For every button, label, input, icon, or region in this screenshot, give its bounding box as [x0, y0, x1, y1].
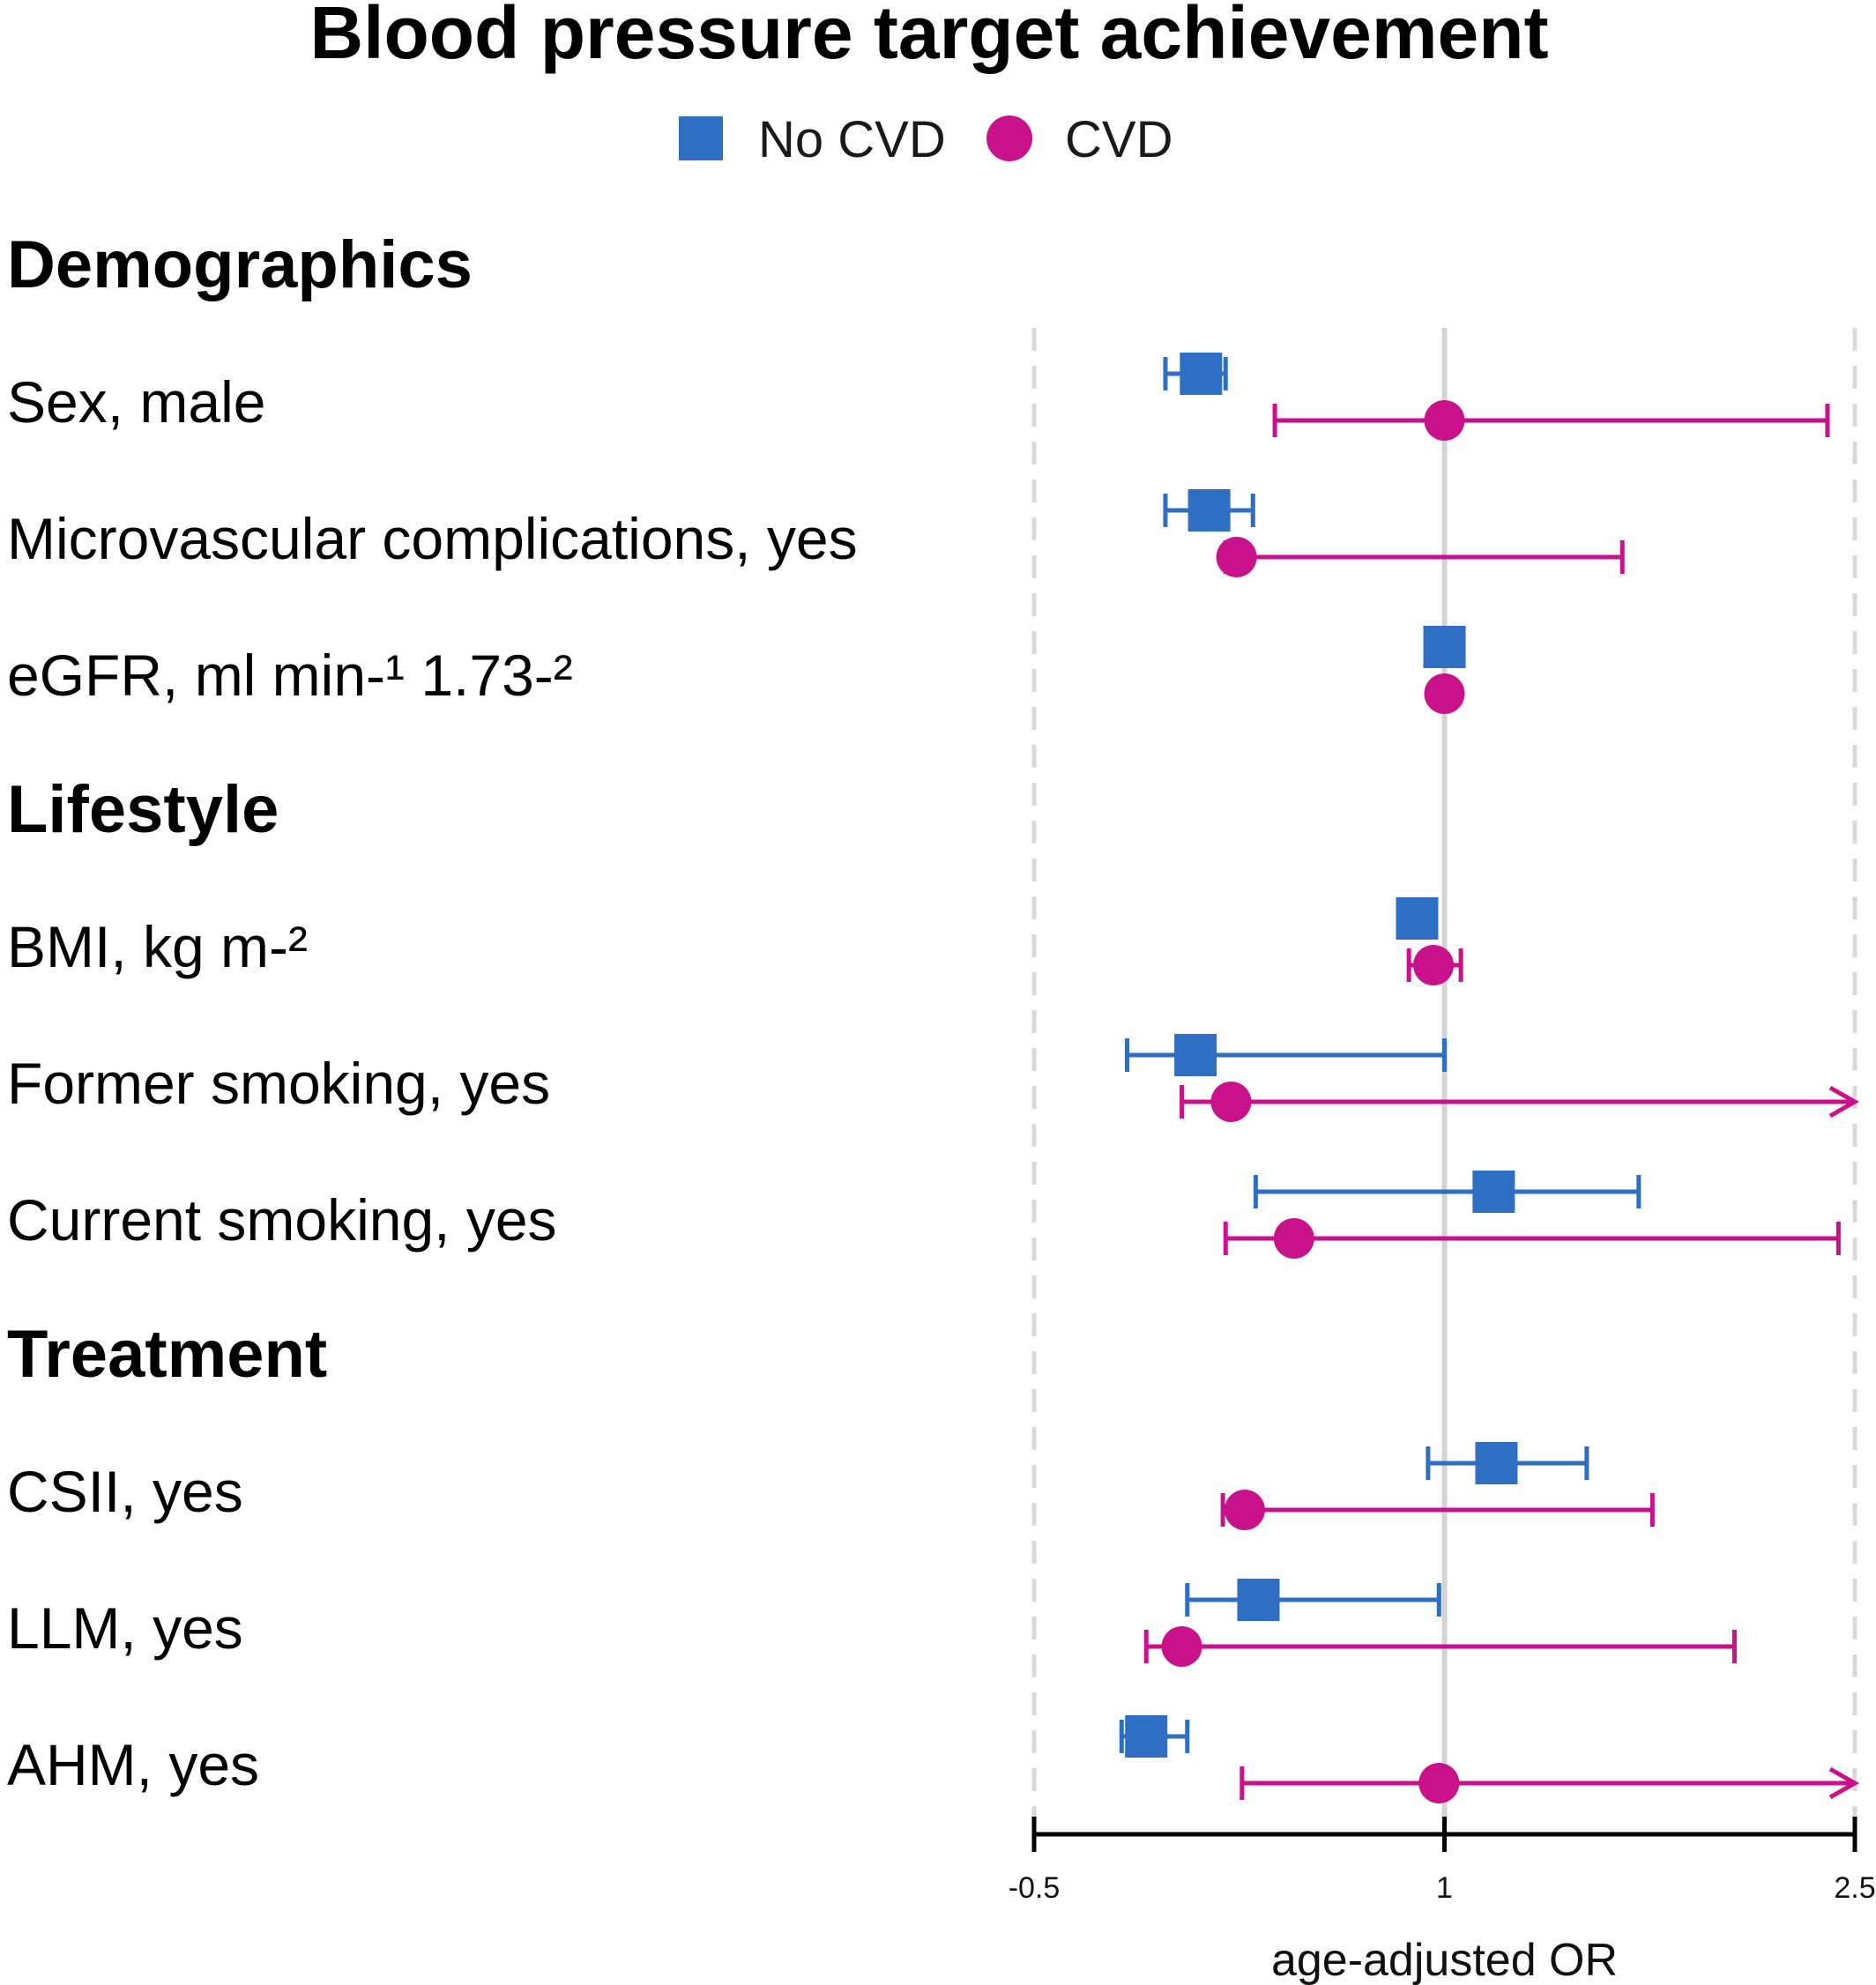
- row-1-1-cvd-ci-arrow: [1828, 1085, 1860, 1119]
- row-2-2-label: AHM, yes: [7, 1732, 259, 1797]
- row-1-0-cvd-marker: [1413, 945, 1455, 985]
- row-0-2-label: eGFR, ml min-¹ 1.73-²: [7, 643, 573, 708]
- legend-cvd-label: CVD: [1065, 111, 1172, 168]
- row-0-2-cvd-marker: [1424, 673, 1465, 714]
- row-0-1-cvd-marker: [1216, 537, 1257, 577]
- row-1-0-no-cvd-marker: [1396, 897, 1439, 940]
- row-0-1-label: Microvascular complications, yes: [7, 506, 858, 571]
- row-1-2-label: Current smoking, yes: [7, 1187, 557, 1253]
- row-0-1-no-cvd-marker: [1187, 489, 1231, 532]
- row-1-2-no-cvd-ci: [1253, 1175, 1642, 1208]
- legend: No CVD CVD: [679, 111, 1172, 168]
- row-2-2-cvd-ci-arrow: [1828, 1766, 1860, 1800]
- row-labels: Demographics Sex, male Microvascular compl…: [7, 227, 858, 1797]
- row-0-0-label: Sex, male: [7, 369, 265, 435]
- row-2-0-cvd-ci: [1220, 1493, 1655, 1527]
- legend-no-cvd-marker: [679, 116, 723, 160]
- row-2-1-cvd-marker: [1161, 1626, 1202, 1667]
- row-2-1-no-cvd-marker: [1237, 1579, 1280, 1621]
- row-2-0-no-cvd-marker: [1475, 1442, 1518, 1484]
- group-label-demographics: Demographics: [7, 227, 473, 302]
- group-label-lifestyle: Lifestyle: [7, 772, 279, 847]
- row-2-2-no-cvd-marker: [1125, 1715, 1168, 1758]
- row-2-0-cvd-marker: [1224, 1490, 1265, 1530]
- x-tick-label-1: 1: [1436, 1871, 1453, 1905]
- row-1-2-cvd-ci: [1223, 1222, 1841, 1255]
- legend-no-cvd-label: No CVD: [758, 111, 946, 168]
- x-tick-label-0: -0.5: [1009, 1871, 1061, 1905]
- row-1-1-cvd-marker: [1210, 1082, 1252, 1122]
- row-1-1-label: Former smoking, yes: [7, 1051, 550, 1116]
- plot-area: [1031, 328, 1860, 1821]
- row-1-2-cvd-marker: [1273, 1218, 1314, 1259]
- group-label-treatment: Treatment: [7, 1317, 327, 1392]
- x-tick-label-2: 2.5: [1834, 1871, 1875, 1905]
- chart-title: Blood pressure target achievement: [309, 0, 1548, 74]
- row-1-1-no-cvd-marker: [1174, 1034, 1217, 1076]
- row-0-0-cvd-ci: [1272, 404, 1830, 437]
- row-0-1-cvd-ci: [1223, 540, 1625, 574]
- row-0-2-no-cvd-marker: [1423, 626, 1466, 668]
- row-0-0-no-cvd-marker: [1180, 353, 1223, 395]
- row-1-2-no-cvd-marker: [1472, 1171, 1515, 1213]
- row-2-1-cvd-ci: [1143, 1630, 1737, 1663]
- row-2-1-no-cvd-ci: [1185, 1583, 1441, 1617]
- x-axis: -0.5 1 2.5 age-adjusted OR: [1009, 1817, 1876, 1985]
- row-2-2-cvd-marker: [1418, 1763, 1460, 1803]
- row-1-0-label: BMI, kg m-²: [7, 914, 308, 979]
- x-axis-title: age-adjusted OR: [1271, 1935, 1618, 1985]
- row-1-1-cvd-ci: [1180, 1085, 1860, 1119]
- row-2-0-label: CSII, yes: [7, 1459, 243, 1524]
- row-2-2-cvd-ci: [1240, 1766, 1860, 1800]
- row-0-0-cvd-marker: [1424, 400, 1465, 441]
- legend-cvd-marker: [986, 115, 1032, 161]
- row-2-1-label: LLM, yes: [7, 1595, 243, 1661]
